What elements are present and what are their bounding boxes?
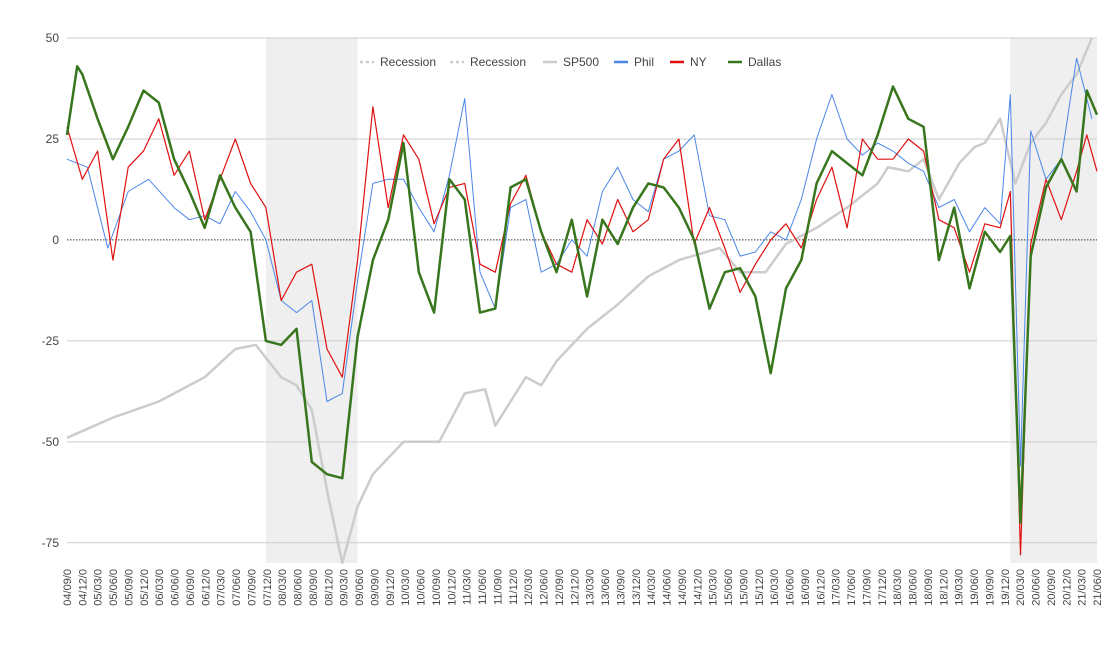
x-tick-label: 08/03/0 [277,569,289,606]
x-tick-label: 20/09/0 [1046,569,1058,606]
x-tick-label: 17/12/0 [877,569,889,606]
series-line-dallas [65,65,1099,524]
y-tick-label: -25 [42,334,60,348]
x-tick-label: 06/06/0 [170,569,182,606]
x-tick-label: 17/09/0 [861,569,873,606]
x-tick-label: 15/03/0 [708,569,720,606]
x-tick-label: 17/06/0 [846,569,858,606]
x-tick-label: 18/12/0 [938,569,950,606]
legend-label-phil: Phil [634,55,654,69]
recession-bands [265,38,1097,563]
gridlines [67,37,1097,544]
x-tick-label: 21/06/0 [1092,569,1104,606]
legend-label-ny: NY [690,55,707,69]
legend-label-recession: Recession [380,55,436,69]
y-tick-label: 25 [46,132,60,146]
x-tick-label: 20/12/0 [1061,569,1073,606]
x-tick-label: 19/03/0 [954,569,966,606]
y-tick-label: 50 [46,31,60,45]
x-tick-label: 09/09/0 [369,569,381,606]
x-tick-label: 21/03/0 [1077,569,1089,606]
x-tick-label: 13/12/0 [631,569,643,606]
x-tick-label: 18/03/0 [892,569,904,606]
x-tick-label: 11/09/0 [492,569,504,605]
series-line-ny [66,106,1098,556]
x-tick-label: 16/06/0 [785,569,797,606]
x-tick-label: 13/03/0 [585,569,597,606]
x-tick-label: 11/12/0 [508,569,520,605]
x-tick-label: 16/09/0 [800,569,812,606]
x-tick-label: 07/03/0 [216,569,228,606]
x-tick-label: 07/06/0 [231,569,243,606]
x-tick-label: 10/09/0 [431,569,443,606]
x-tick-label: 05/09/0 [123,569,135,606]
x-tick-label: 06/12/0 [200,569,212,606]
x-tick-label: 04/12/0 [77,569,89,606]
x-tick-label: 13/06/0 [600,569,612,606]
x-tick-label: 09/03/0 [339,569,351,606]
x-tick-label: 07/12/0 [262,569,274,606]
x-tick-label: 14/09/0 [677,569,689,606]
x-tick-label: 12/09/0 [554,569,566,606]
x-tick-label: 15/12/0 [754,569,766,606]
x-tick-label: 11/03/0 [462,569,474,605]
x-tick-label: 05/06/0 [108,569,120,606]
x-tick-label: 19/09/0 [984,569,996,606]
series-line-sp500 [66,37,1094,565]
x-tick-label: 05/12/0 [139,569,151,606]
x-tick-label: 16/12/0 [815,569,827,606]
x-tick-label: 11/06/0 [477,569,489,605]
x-tick-label: 09/06/0 [354,569,366,606]
x-tick-label: 08/09/0 [308,569,320,606]
x-tick-label: 18/06/0 [908,569,920,606]
x-tick-label: 18/09/0 [923,569,935,606]
x-tick-label: 14/12/0 [692,569,704,606]
x-axis-tick-labels: 04/09/0 04/12/0 05/03/0 05/06/0 05/09/0 05/12… [62,569,1104,606]
x-tick-label: 17/03/0 [831,569,843,606]
x-tick-label: 19/06/0 [969,569,981,606]
x-tick-label: 08/06/0 [293,569,305,606]
x-tick-label: 15/06/0 [723,569,735,606]
x-tick-label: 04/09/0 [62,569,74,606]
legend-label-recession: Recession [470,55,526,69]
x-tick-label: 12/06/0 [539,569,551,606]
y-tick-label: -50 [42,435,60,449]
x-tick-label: 20/03/0 [1015,569,1027,606]
x-tick-label: 06/03/0 [154,569,166,606]
x-tick-label: 12/03/0 [523,569,535,606]
legend: Recession Recession SP500 Phil NY Dallas [360,55,781,69]
x-tick-label: 13/09/0 [615,569,627,606]
series-line-phil [66,57,1093,467]
x-tick-label: 14/03/0 [646,569,658,606]
y-tick-label: 0 [52,233,59,247]
x-tick-label: 06/09/0 [185,569,197,606]
legend-label-sp500: SP500 [563,55,599,69]
x-tick-label: 10/12/0 [446,569,458,606]
x-tick-label: 19/12/0 [1000,569,1012,606]
x-tick-label: 16/03/0 [769,569,781,606]
x-tick-label: 15/09/0 [738,569,750,606]
x-tick-label: 10/06/0 [416,569,428,606]
x-tick-label: 10/03/0 [400,569,412,606]
x-tick-label: 14/06/0 [662,569,674,606]
x-tick-label: 09/12/0 [385,569,397,606]
x-tick-label: 20/06/0 [1031,569,1043,606]
x-tick-label: 08/12/0 [323,569,335,606]
series-lines [65,37,1099,565]
x-tick-label: 07/09/0 [246,569,258,606]
x-tick-label: 05/03/0 [93,569,105,606]
x-tick-label: 12/12/0 [569,569,581,606]
y-tick-label: -75 [42,536,60,550]
legend-label-dallas: Dallas [748,55,781,69]
y-axis-tick-labels: 50 25 0 -25 -50 -75 [42,31,60,550]
